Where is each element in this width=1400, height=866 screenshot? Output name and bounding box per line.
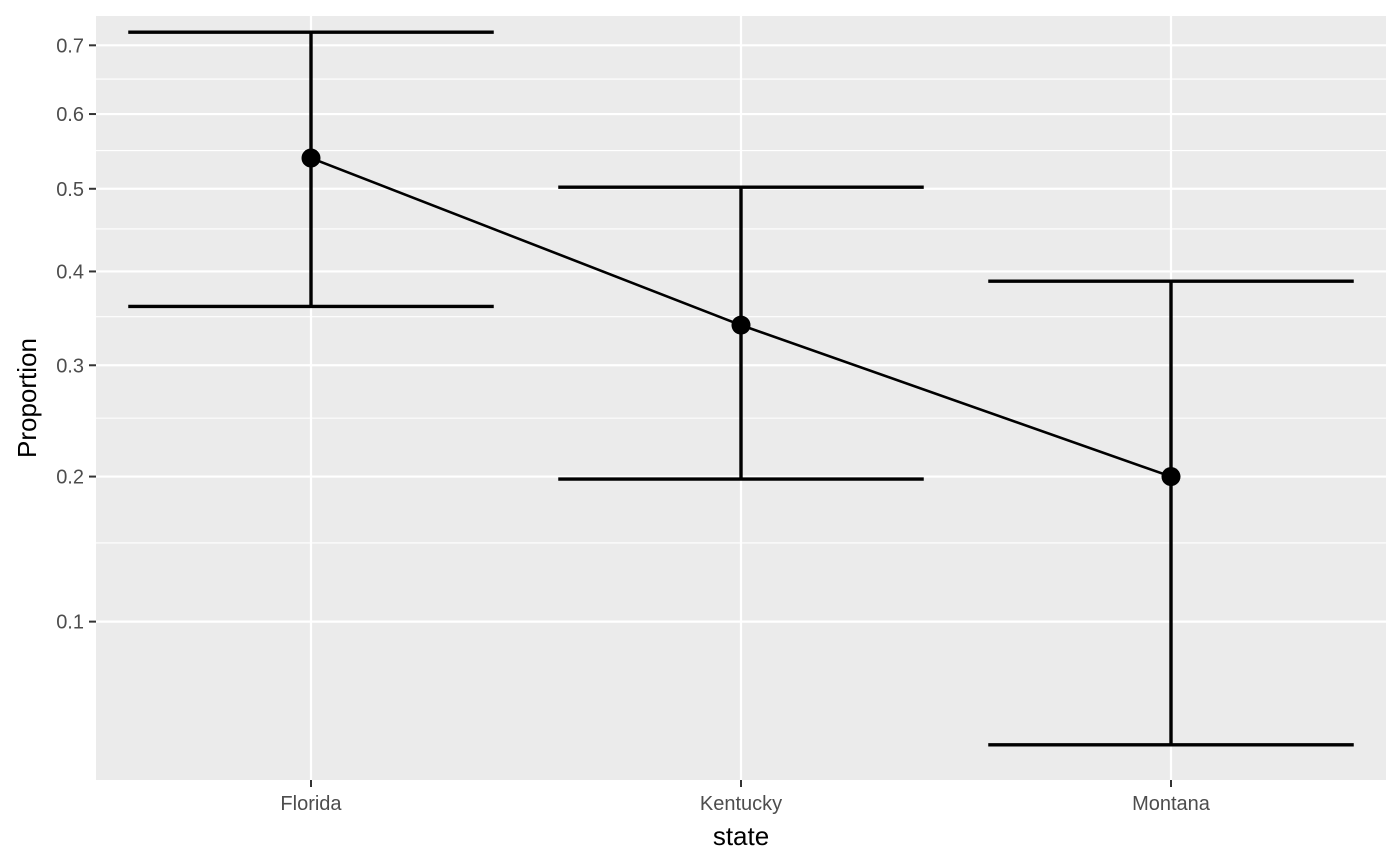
y-tick-label: 0.3: [56, 355, 84, 377]
estimate-point: [731, 315, 751, 335]
y-tick-label: 0.5: [56, 179, 84, 201]
y-tick-label: 0.1: [56, 612, 84, 634]
x-tick-label: Kentucky: [700, 793, 782, 815]
y-tick-label: 0.6: [56, 104, 84, 126]
x-tick-label: Montana: [1132, 793, 1211, 815]
estimate-point: [301, 148, 321, 168]
x-tick-label: Florida: [280, 793, 342, 815]
errorbar: [988, 279, 1354, 747]
axes: 0.1 0.2 0.3 0.4 0.5 0.6 0.7 Florida Kentucky Mont…: [56, 35, 1211, 815]
y-tick-label: 0.7: [56, 35, 84, 57]
series: [128, 30, 1354, 747]
estimate-point: [1161, 467, 1181, 487]
y-axis-title: Proportion: [12, 338, 42, 458]
x-axis-title: state: [713, 821, 769, 851]
errorbar: [128, 30, 494, 309]
y-tick-label: 0.4: [56, 261, 84, 283]
y-tick-label: 0.2: [56, 467, 84, 489]
